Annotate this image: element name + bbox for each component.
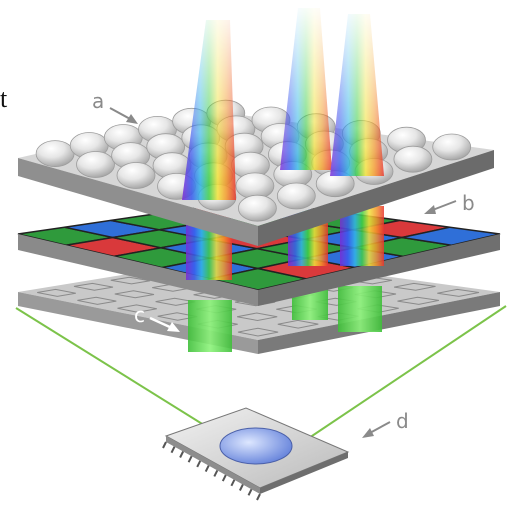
- label-c: c: [134, 303, 145, 327]
- chip-pin: [162, 441, 167, 449]
- projection-lines: [15, 305, 507, 445]
- microlens: [116, 162, 156, 189]
- chip-pin: [213, 469, 219, 477]
- chip-pin: [170, 446, 176, 454]
- chip-pin: [221, 474, 227, 482]
- photodiode-cell: [277, 319, 319, 329]
- chip-pin: [196, 460, 202, 468]
- microlens: [276, 182, 316, 210]
- photodiode-cell: [117, 304, 157, 313]
- chip-pin: [204, 465, 210, 473]
- label-a-group: a: [92, 89, 138, 124]
- photodiode-cell: [37, 288, 76, 297]
- microlens: [432, 133, 472, 161]
- corner-text-fragment: t: [0, 84, 8, 113]
- photodiode-cell: [397, 296, 439, 305]
- label-c-group: c: [134, 303, 180, 332]
- microlens: [393, 145, 433, 173]
- green-light-beams: [188, 280, 382, 352]
- microlens: [237, 194, 277, 222]
- label-a: a: [92, 89, 104, 113]
- sensor-chip: [162, 407, 350, 501]
- microlens: [35, 140, 75, 168]
- chip-pin: [187, 455, 193, 463]
- photodiode-cell: [237, 312, 278, 322]
- chip-pin: [247, 488, 253, 496]
- photodiode-cell: [394, 282, 436, 291]
- label-d-group: d: [362, 409, 409, 438]
- chip-pin: [230, 479, 236, 487]
- microlens: [76, 151, 115, 178]
- photodiode-cell: [77, 296, 117, 305]
- photodiode-cell: [114, 290, 155, 299]
- label-b-group: b: [424, 191, 475, 215]
- label-d: d: [396, 409, 409, 433]
- chip-pin: [239, 484, 244, 491]
- rainbow-light-cones: [182, 8, 384, 200]
- chip-pin: [256, 493, 261, 501]
- photodiode-cell: [437, 288, 480, 297]
- photodiode-cell: [73, 282, 114, 291]
- chip-pin: [179, 451, 184, 458]
- label-b: b: [462, 191, 475, 215]
- photodiode-cell: [237, 327, 279, 337]
